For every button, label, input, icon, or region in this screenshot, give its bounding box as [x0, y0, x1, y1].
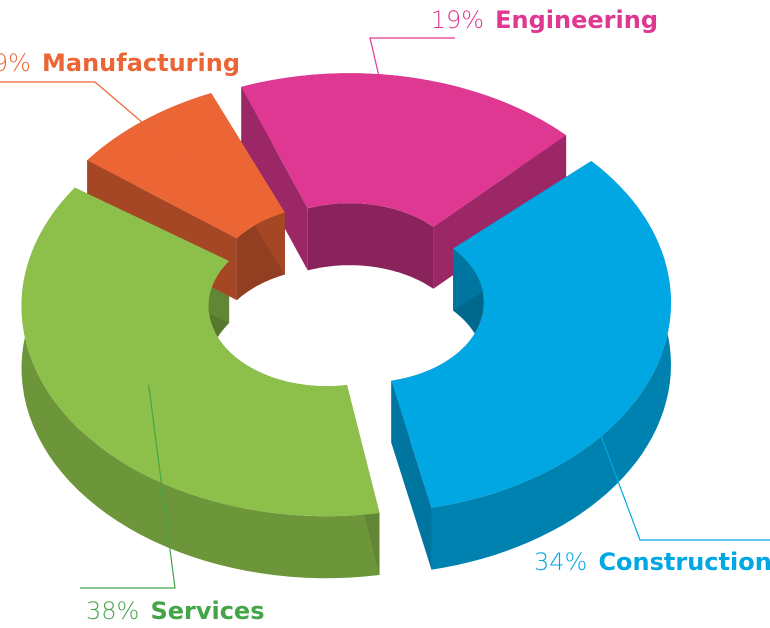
services-name: Services	[150, 597, 264, 625]
construction-percent: 34%	[534, 548, 587, 576]
manufacturing-percent: 9%	[0, 49, 31, 77]
construction-slice	[391, 161, 671, 508]
engineering-leader-line	[369, 37, 455, 142]
engineering-percent: 19%	[431, 6, 484, 34]
construction-end-face	[391, 380, 432, 570]
services-slice	[21, 187, 380, 517]
construction-outer-wall	[431, 161, 671, 570]
label-construction: 34% Construction	[534, 548, 770, 576]
construction-name: Construction	[598, 548, 770, 576]
engineering-slice	[241, 73, 567, 227]
label-services: 38% Services	[86, 597, 265, 625]
label-leader-lines	[0, 37, 770, 589]
donut-top-faces	[21, 73, 671, 517]
manufacturing-leader-line	[0, 81, 201, 173]
engineering-name: Engineering	[495, 6, 658, 34]
label-manufacturing: 9% Manufacturing	[0, 49, 240, 77]
label-engineering: 19% Engineering	[431, 6, 658, 34]
services-outer-wall	[21, 187, 380, 579]
construction-leader-line	[567, 346, 770, 541]
engineering-start-face	[241, 86, 308, 271]
manufacturing-slice	[87, 93, 285, 239]
services-leader-line	[80, 384, 176, 589]
manufacturing-name: Manufacturing	[42, 49, 240, 77]
engineering-inner-wall	[307, 203, 434, 289]
services-percent: 38%	[86, 597, 139, 625]
